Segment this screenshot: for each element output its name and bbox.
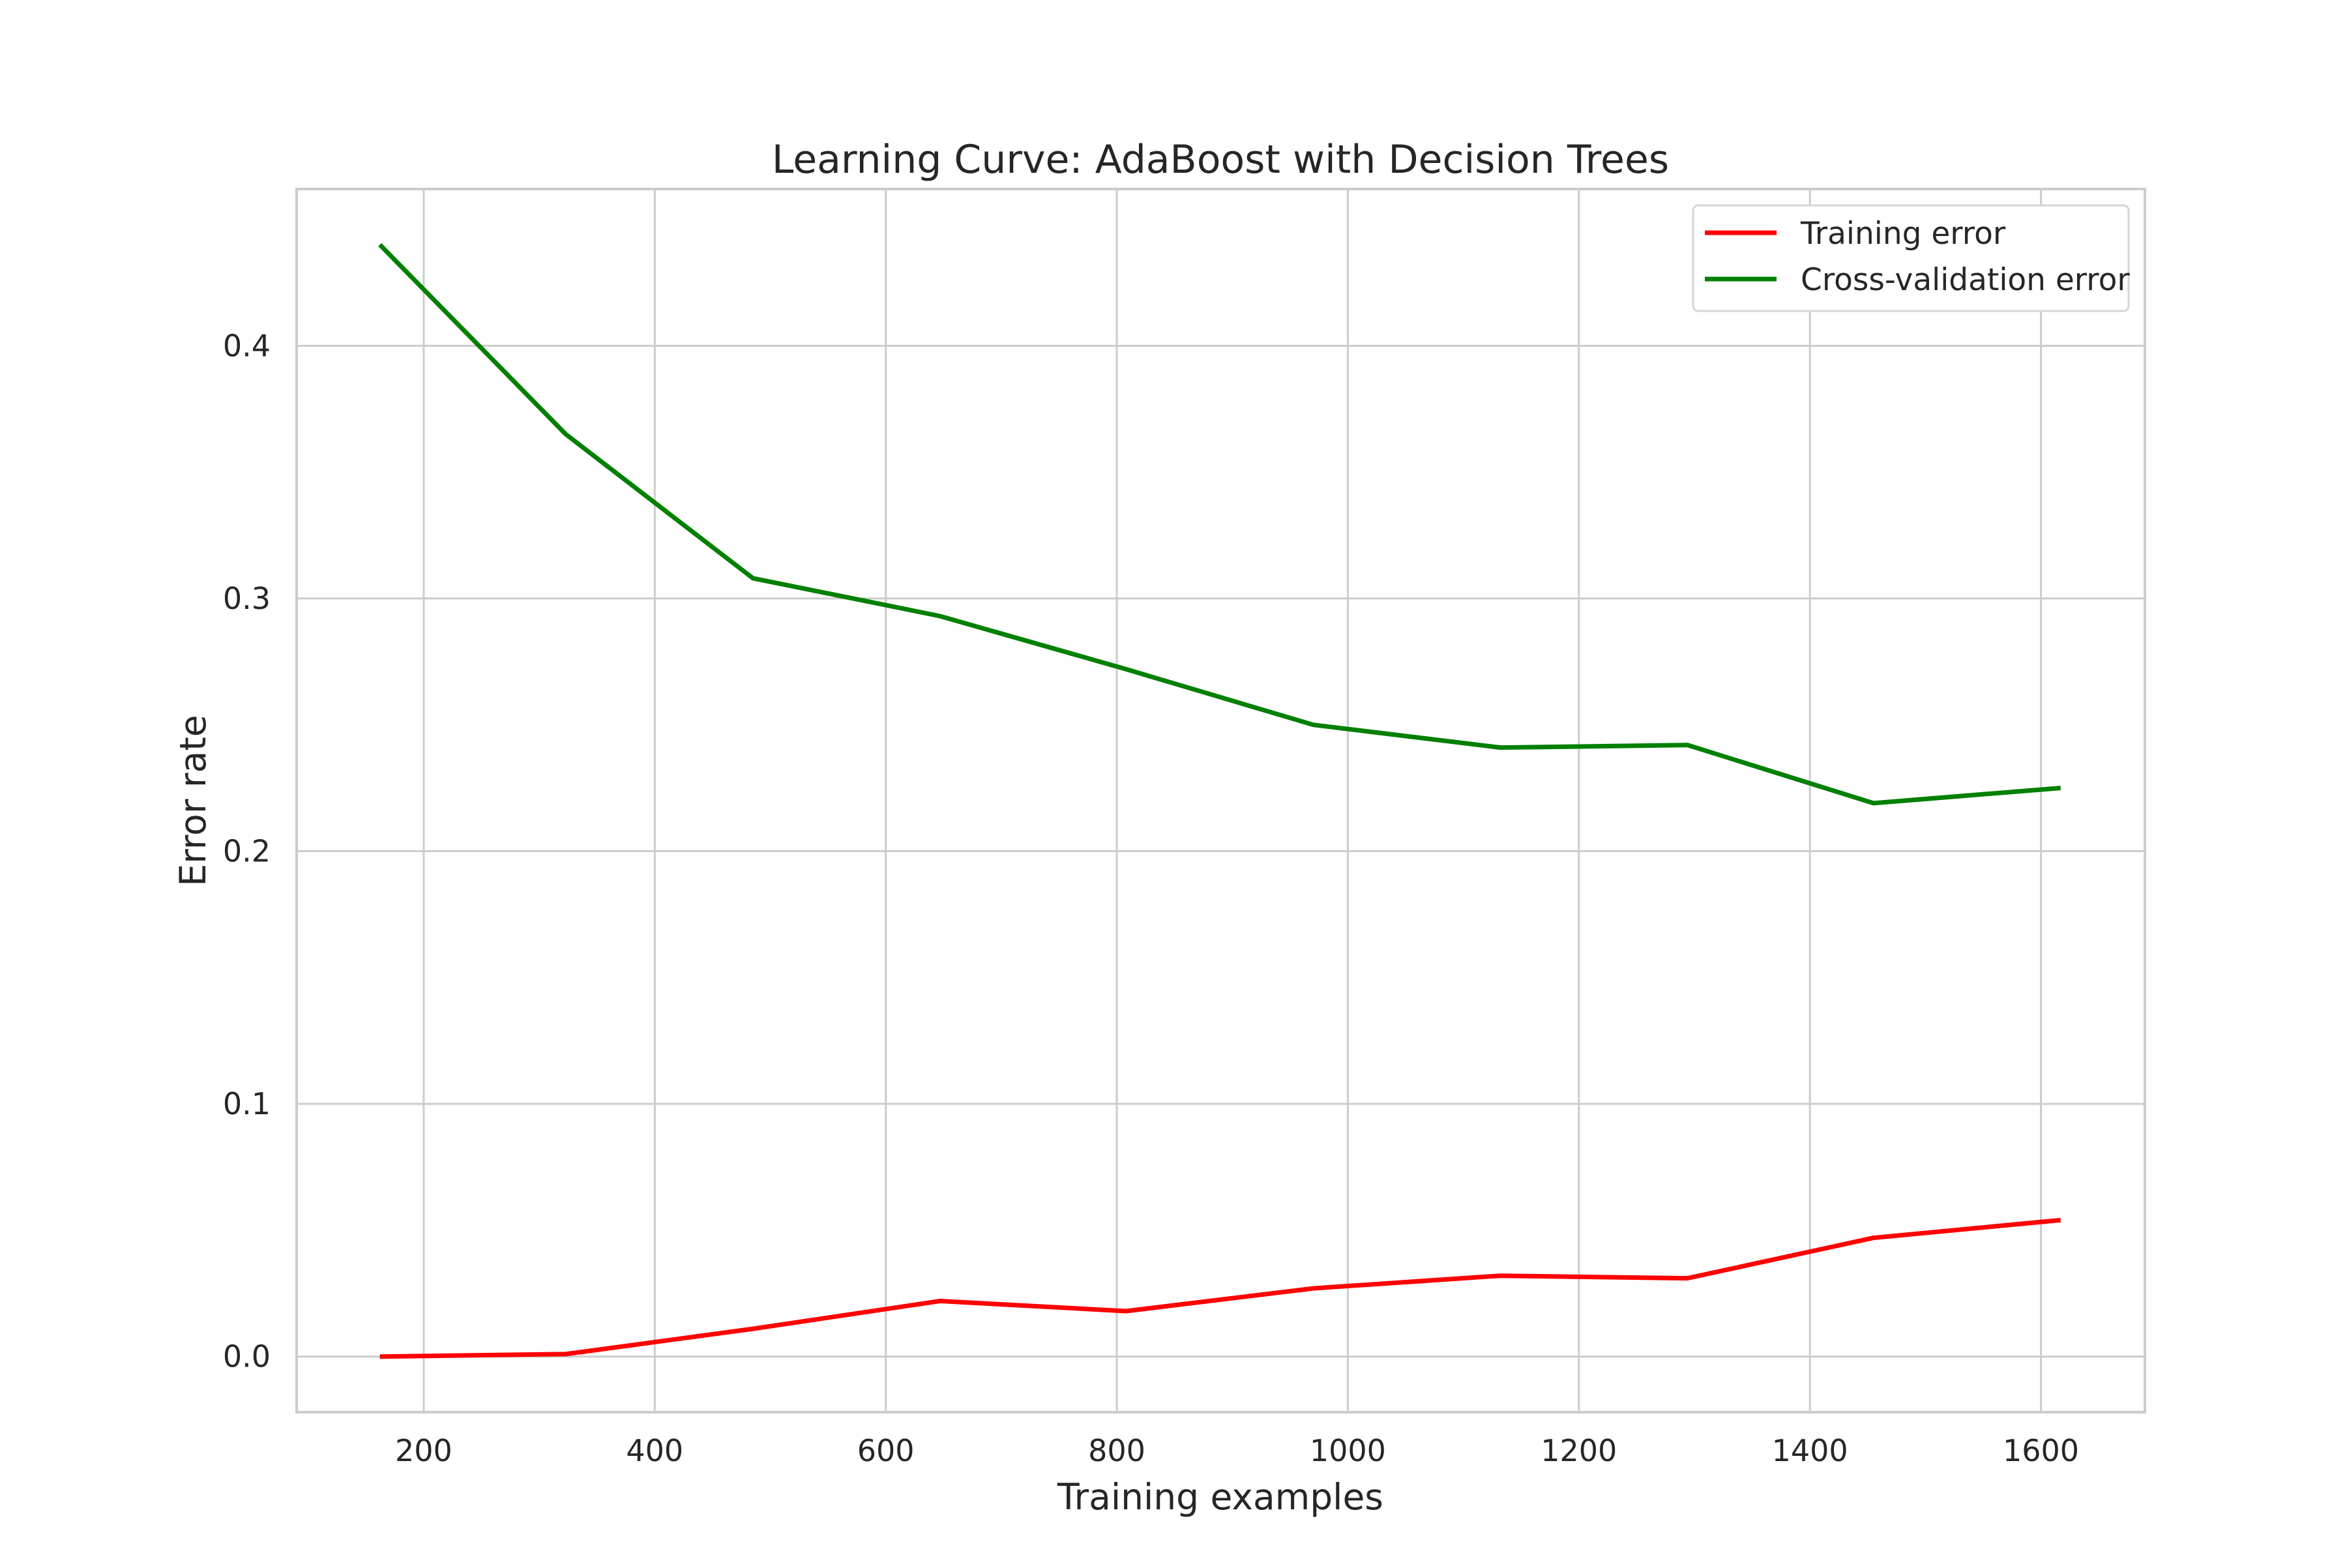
y-tick-label-0.4: 0.4: [223, 328, 271, 363]
series-line-cross-validation-error: [378, 243, 2061, 806]
x-tick-label-800: 800: [1088, 1433, 1145, 1468]
plot-frame: [295, 188, 2146, 1413]
y-tick-label-0.3: 0.3: [223, 581, 271, 616]
chart-title: Learning Curve: AdaBoost with Decision T…: [772, 137, 1669, 183]
y-axis-label: Error rate: [172, 715, 214, 886]
y-tick-label-0.2: 0.2: [223, 834, 271, 869]
x-tick-label-200: 200: [395, 1433, 452, 1468]
series-line-training-error: [379, 1217, 2061, 1359]
tick-labels: 200 400 600 800 1000 1200 1400 1600 0.0 0.1 0.2 0.3…: [223, 328, 2079, 1468]
grid: [297, 189, 2145, 1412]
x-tick-label-1000: 1000: [1310, 1433, 1386, 1468]
x-tick-label-600: 600: [857, 1433, 915, 1468]
legend-label-training-error: Training error: [1800, 216, 2006, 252]
series-lines: [378, 243, 2061, 1359]
y-tick-label-0.0: 0.0: [223, 1339, 271, 1374]
x-tick-label-1600: 1600: [2003, 1433, 2079, 1468]
legend-box: [1692, 204, 2130, 312]
x-tick-label-1400: 1400: [1772, 1433, 1848, 1468]
x-axis-label: Training examples: [1057, 1476, 1383, 1518]
y-tick-label-0.1: 0.1: [223, 1086, 271, 1121]
legend: Training error Cross-validation error: [1692, 204, 2130, 312]
legend-label-cross-validation-error: Cross-validation error: [1801, 262, 2130, 298]
x-tick-label-1200: 1200: [1541, 1433, 1617, 1468]
x-tick-label-400: 400: [626, 1433, 683, 1468]
